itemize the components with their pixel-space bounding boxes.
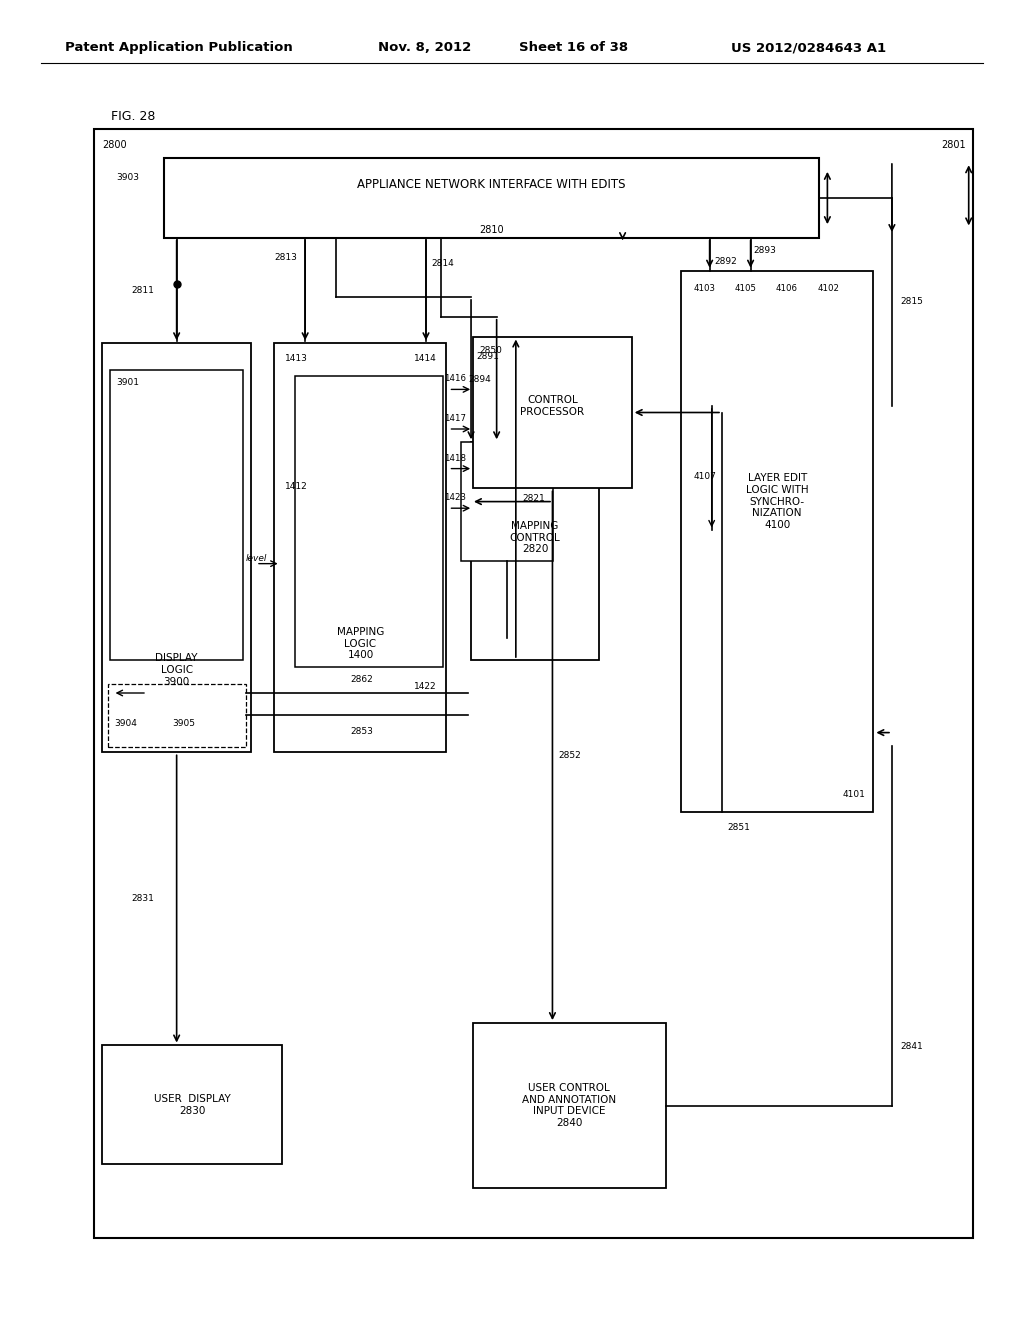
Text: 2862: 2862 bbox=[350, 676, 374, 684]
Text: 2853: 2853 bbox=[350, 727, 374, 735]
Text: 2813: 2813 bbox=[274, 253, 297, 261]
Text: 2851: 2851 bbox=[727, 824, 750, 832]
Bar bbox=[295, 376, 443, 667]
Text: 1418: 1418 bbox=[444, 454, 466, 462]
Text: MAPPING
LOGIC
1400: MAPPING LOGIC 1400 bbox=[337, 627, 384, 660]
Text: FIG. 28: FIG. 28 bbox=[111, 110, 155, 123]
Text: 2821: 2821 bbox=[522, 494, 545, 503]
Text: 2800: 2800 bbox=[102, 140, 127, 150]
Text: 2891: 2891 bbox=[476, 352, 499, 360]
Text: 1414: 1414 bbox=[414, 354, 436, 363]
Text: 1417: 1417 bbox=[444, 414, 466, 422]
Text: 2893: 2893 bbox=[754, 247, 776, 255]
Text: 4103: 4103 bbox=[693, 284, 715, 293]
Text: 3904: 3904 bbox=[115, 719, 137, 727]
Text: 2831: 2831 bbox=[131, 895, 154, 903]
Bar bbox=[102, 343, 251, 752]
Text: 4107: 4107 bbox=[693, 471, 716, 480]
Text: 1422: 1422 bbox=[414, 682, 436, 690]
Text: 2815: 2815 bbox=[900, 297, 923, 306]
Text: 2810: 2810 bbox=[479, 224, 504, 235]
Text: CONTROL
PROCESSOR: CONTROL PROCESSOR bbox=[520, 395, 585, 417]
Text: 2841: 2841 bbox=[900, 1041, 923, 1051]
Bar bbox=[473, 1023, 666, 1188]
Text: 2852: 2852 bbox=[559, 751, 582, 760]
Text: 2814: 2814 bbox=[431, 260, 454, 268]
Text: 1412: 1412 bbox=[285, 482, 307, 491]
Text: USER CONTROL
AND ANNOTATION
INPUT DEVICE
2840: USER CONTROL AND ANNOTATION INPUT DEVICE… bbox=[522, 1084, 616, 1127]
Text: 3903: 3903 bbox=[117, 173, 139, 182]
Bar bbox=[164, 158, 819, 238]
Bar bbox=[473, 337, 632, 488]
Bar bbox=[102, 1045, 282, 1164]
Text: USER  DISPLAY
2830: USER DISPLAY 2830 bbox=[154, 1094, 230, 1115]
Text: 2850: 2850 bbox=[479, 346, 502, 355]
Bar bbox=[94, 129, 973, 1238]
Text: 4105: 4105 bbox=[734, 284, 756, 293]
Text: 2892: 2892 bbox=[715, 257, 737, 265]
Bar bbox=[108, 684, 246, 747]
Text: 1413: 1413 bbox=[285, 354, 307, 363]
Text: DISPLAY
LOGIC
3900: DISPLAY LOGIC 3900 bbox=[156, 653, 198, 686]
Text: 3901: 3901 bbox=[117, 378, 139, 387]
Bar bbox=[681, 271, 873, 812]
Text: Sheet 16 of 38: Sheet 16 of 38 bbox=[519, 41, 628, 54]
Text: LAYER EDIT
LOGIC WITH
SYNCHRO-
NIZATION
4100: LAYER EDIT LOGIC WITH SYNCHRO- NIZATION … bbox=[745, 474, 809, 529]
Text: 4106: 4106 bbox=[775, 284, 797, 293]
Text: Nov. 8, 2012: Nov. 8, 2012 bbox=[378, 41, 472, 54]
Text: 4101: 4101 bbox=[843, 789, 865, 799]
Text: 2801: 2801 bbox=[941, 140, 966, 150]
Text: 2811: 2811 bbox=[131, 286, 154, 294]
Text: MAPPING
CONTROL
2820: MAPPING CONTROL 2820 bbox=[510, 521, 560, 554]
Bar bbox=[461, 442, 553, 561]
Text: APPLIANCE NETWORK INTERFACE WITH EDITS: APPLIANCE NETWORK INTERFACE WITH EDITS bbox=[357, 178, 626, 191]
Bar bbox=[274, 343, 446, 752]
Text: 1416: 1416 bbox=[444, 375, 466, 383]
Text: US 2012/0284643 A1: US 2012/0284643 A1 bbox=[731, 41, 887, 54]
Text: 3905: 3905 bbox=[172, 719, 195, 727]
Bar bbox=[471, 442, 599, 660]
Text: 4102: 4102 bbox=[817, 284, 839, 293]
Bar bbox=[110, 370, 243, 660]
Text: level: level bbox=[246, 554, 267, 562]
Text: Patent Application Publication: Patent Application Publication bbox=[66, 41, 293, 54]
Text: 1423: 1423 bbox=[444, 494, 466, 502]
Text: 2894: 2894 bbox=[469, 375, 492, 384]
